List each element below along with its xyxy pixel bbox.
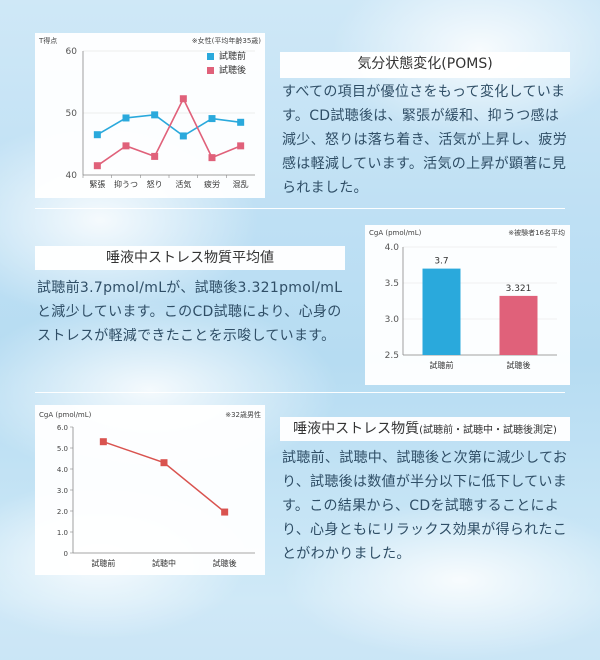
x-tick-label: 緊張 xyxy=(89,180,105,189)
data-point xyxy=(237,118,245,126)
saliva-time-line-chart: CgA (pmol/mL) ※32歳男性 0 1.0 2.0 3.0 4.0 5.0 6.0 試聴… xyxy=(39,410,261,568)
poms-chart-panel: T得点 ※女性(平均年齢35歳) 40 50 60 緊張 抑うつ 怒り 活気 疲労 混乱 試聴前試聴後 xyxy=(35,33,265,198)
bar-chart-panel: CgA (pmol/mL) ※被験者16名平均 2.5 3.0 3.5 4.0 3.7 試聴前… xyxy=(365,225,570,385)
saliva-avg-heading: 唾液中ストレス物質平均値 xyxy=(35,246,345,270)
data-point xyxy=(122,142,130,150)
legend-label: 試聴後 xyxy=(219,64,246,76)
x-tick-label: 試聴後 xyxy=(507,360,531,370)
x-tick-label: 試聴中 xyxy=(152,558,176,568)
y-axis-label: T得点 xyxy=(38,36,57,45)
y-tick-label: 4.0 xyxy=(385,243,400,253)
bar-2 xyxy=(499,295,538,355)
x-tick-label: 疲労 xyxy=(204,179,220,189)
poms-body: すべての項目が優位さをもって変化しています。CD試聴後は、緊張が緩和、抑うつ感は… xyxy=(282,84,568,196)
divider-1 xyxy=(35,208,565,209)
y-axis-label: CgA (pmol/mL) xyxy=(369,229,422,237)
x-tick-label: 試聴後 xyxy=(213,558,237,568)
y-tick-label: 50 xyxy=(66,109,78,119)
y-tick-label: 5.0 xyxy=(57,445,68,453)
bar-value-label: 3.321 xyxy=(506,284,532,294)
legend-label: 試聴前 xyxy=(219,50,246,62)
series-line-1 xyxy=(96,114,241,137)
bar-1 xyxy=(422,268,461,355)
x-tick-label: 試聴前 xyxy=(430,360,454,370)
chart-note: ※被験者16名平均 xyxy=(508,228,565,237)
data-point xyxy=(179,95,187,103)
poms-heading: 気分状態変化(POMS) xyxy=(280,52,570,78)
y-tick-label: 2.5 xyxy=(385,351,399,361)
chart-note: ※32歳男性 xyxy=(225,410,261,419)
y-tick-label: 3.0 xyxy=(385,315,400,325)
data-point xyxy=(208,154,216,162)
data-point xyxy=(151,111,159,119)
saliva-avg-bar-chart: CgA (pmol/mL) ※被験者16名平均 2.5 3.0 3.5 4.0 3.7 試聴前… xyxy=(369,228,565,370)
x-tick-label: 混乱 xyxy=(233,179,249,189)
series-line xyxy=(103,440,226,513)
y-tick-label: 2.0 xyxy=(57,508,68,516)
data-point xyxy=(221,508,229,516)
data-point xyxy=(93,131,101,139)
x-tick-label: 抑うつ xyxy=(114,179,138,189)
data-point xyxy=(93,162,101,170)
legend-swatch xyxy=(207,67,214,74)
x-tick-label: 怒り xyxy=(147,179,163,189)
saliva-time-body: 試聴前、試聴中、試聴後と次第に減少しており、試聴後は数値が半分以下に低下していま… xyxy=(282,450,568,562)
bar-value-label: 3.7 xyxy=(434,257,448,267)
data-point xyxy=(179,132,187,140)
series-line-2 xyxy=(96,96,241,167)
y-tick-label: 0 xyxy=(64,550,68,558)
data-point xyxy=(122,114,130,122)
data-point xyxy=(99,438,107,446)
x-tick-label: 活気 xyxy=(175,179,191,189)
y-tick-label: 3.0 xyxy=(57,487,68,495)
y-axis-label: CgA (pmol/mL) xyxy=(39,411,92,419)
data-point xyxy=(237,142,245,150)
saliva-time-heading-sub: (試聴前・試聴中・試聴後測定) xyxy=(419,425,557,436)
y-tick-label: 4.0 xyxy=(57,466,68,474)
saliva-avg-body: 試聴前3.7pmol/mLが、試聴後3.321pmol/mLと減少しています。こ… xyxy=(37,280,343,344)
y-tick-label: 60 xyxy=(66,47,78,57)
data-point xyxy=(151,152,159,160)
time-chart-panel: CgA (pmol/mL) ※32歳男性 0 1.0 2.0 3.0 4.0 5.0 6.0 試聴… xyxy=(35,405,265,575)
y-tick-label: 6.0 xyxy=(57,424,68,432)
data-point xyxy=(208,115,216,123)
y-tick-label: 40 xyxy=(66,171,78,181)
y-tick-label: 3.5 xyxy=(385,279,399,289)
data-point xyxy=(160,459,168,467)
chart-note: ※女性(平均年齢35歳) xyxy=(192,36,262,45)
divider-2 xyxy=(35,392,565,393)
legend-swatch xyxy=(207,53,214,60)
x-tick-label: 試聴前 xyxy=(91,558,115,568)
saliva-time-heading-main: 唾液中ストレス物質 xyxy=(293,421,420,437)
y-tick-label: 1.0 xyxy=(57,529,68,537)
saliva-time-heading: 唾液中ストレス物質(試聴前・試聴中・試聴後測定) xyxy=(280,417,570,441)
